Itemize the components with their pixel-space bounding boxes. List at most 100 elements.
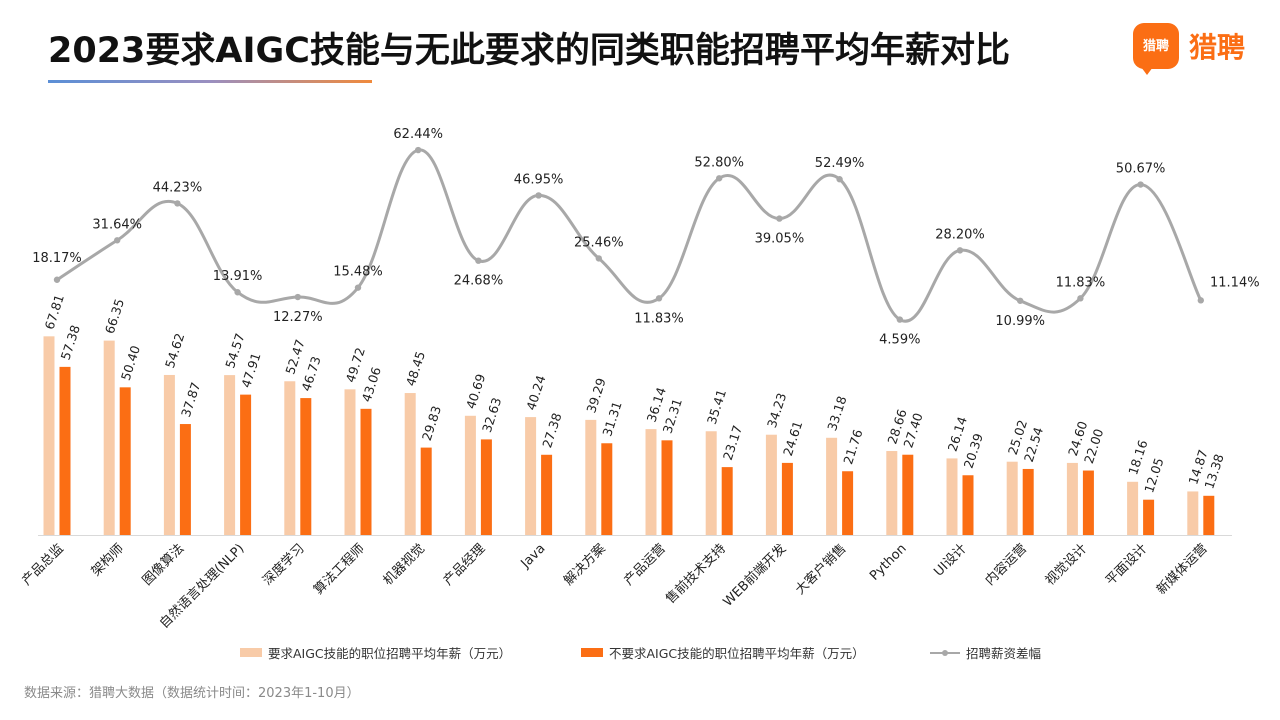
bar-non-aigc-8 bbox=[541, 454, 553, 535]
gap-point-18 bbox=[1137, 181, 1144, 188]
category-label-8: Java bbox=[518, 541, 549, 572]
title-underline bbox=[48, 80, 372, 83]
label-non-aigc-7: 32.63 bbox=[479, 396, 504, 435]
chart-legend: 要求AIGC技能的职位招聘平均年薪（万元） 不要求AIGC技能的职位招聘平均年薪… bbox=[0, 643, 1280, 663]
bar-non-aigc-17 bbox=[1082, 470, 1094, 535]
gap-point-6 bbox=[415, 146, 422, 154]
category-label-16: 内容运营 bbox=[982, 541, 1030, 589]
gap-line bbox=[56, 148, 1203, 323]
legend-swatch-aigc bbox=[240, 648, 262, 657]
gap-label-11: 52.80% bbox=[694, 155, 744, 170]
category-label-9: 解决方案 bbox=[561, 541, 609, 589]
legend-label-gap: 招聘薪资差幅 bbox=[966, 646, 1042, 661]
gap-point-17 bbox=[1077, 295, 1084, 302]
bar-non-aigc-16 bbox=[1022, 468, 1034, 535]
label-aigc-13: 33.18 bbox=[824, 394, 849, 433]
chart-title: 2023要求AIGC技能与无此要求的同类职能招聘平均年薪对比 bbox=[48, 31, 1010, 71]
label-aigc-0: 67.81 bbox=[42, 293, 67, 332]
bar-aigc-4 bbox=[284, 381, 296, 535]
bar-non-aigc-19 bbox=[1203, 495, 1215, 535]
gap-label-9: 25.46% bbox=[574, 235, 624, 250]
bar-aigc-10 bbox=[645, 429, 657, 535]
label-non-aigc-15: 20.39 bbox=[961, 431, 986, 470]
bar-non-aigc-7 bbox=[480, 439, 492, 535]
label-aigc-5: 49.72 bbox=[343, 346, 368, 385]
gap-point-0 bbox=[53, 276, 61, 283]
bar-aigc-16 bbox=[1006, 461, 1018, 535]
label-non-aigc-8: 27.38 bbox=[539, 411, 564, 450]
bar-non-aigc-13 bbox=[842, 471, 854, 535]
gap-point-19 bbox=[1197, 297, 1205, 304]
gap-label-0: 18.17% bbox=[32, 251, 82, 266]
line-layer: 18.17% 31.64% 44.23% 13.91% 12.27% 15.48% 62.4… bbox=[32, 127, 1259, 348]
bar-aigc-0 bbox=[43, 336, 55, 535]
legend-label-non-aigc: 不要求AIGC技能的职位招聘平均年薪（万元） bbox=[609, 646, 865, 661]
bar-non-aigc-15 bbox=[962, 475, 974, 535]
legend-item-gap: 招聘薪资差幅 bbox=[930, 643, 1041, 662]
label-non-aigc-6: 29.83 bbox=[419, 404, 444, 443]
gap-point-13 bbox=[836, 176, 843, 183]
bar-aigc-15 bbox=[946, 458, 958, 535]
gap-label-16: 10.99% bbox=[995, 314, 1045, 329]
gap-label-19: 11.14% bbox=[1210, 275, 1260, 290]
legend-label-aigc: 要求AIGC技能的职位招聘平均年薪（万元） bbox=[268, 646, 512, 661]
category-label-10: 产品运营 bbox=[621, 541, 668, 588]
label-aigc-6: 48.45 bbox=[403, 349, 428, 388]
bar-non-aigc-0 bbox=[59, 366, 71, 535]
gap-label-6: 62.44% bbox=[393, 127, 443, 142]
category-label-14: Python bbox=[867, 541, 909, 583]
bar-aigc-7 bbox=[464, 415, 476, 535]
gap-label-1: 31.64% bbox=[92, 217, 142, 232]
bar-non-aigc-6 bbox=[420, 447, 432, 535]
gap-point-2 bbox=[174, 200, 181, 207]
bar-aigc-2 bbox=[163, 374, 175, 535]
category-label-19: 新媒体运营 bbox=[1153, 541, 1210, 598]
bar-non-aigc-12 bbox=[781, 462, 793, 535]
logo-badge-text: 猎聘 bbox=[1142, 38, 1169, 54]
bar-non-aigc-18 bbox=[1143, 499, 1155, 535]
label-aigc-3: 54.57 bbox=[222, 331, 247, 370]
label-non-aigc-0: 57.38 bbox=[58, 323, 83, 362]
gap-point-3 bbox=[234, 289, 241, 296]
gap-point-7 bbox=[475, 257, 482, 264]
gap-point-5 bbox=[354, 284, 362, 291]
bar-non-aigc-3 bbox=[240, 394, 252, 535]
gap-label-5: 15.48% bbox=[333, 265, 383, 280]
bar-aigc-19 bbox=[1187, 491, 1199, 535]
bar-aigc-11 bbox=[705, 431, 717, 535]
label-aigc-2: 54.62 bbox=[162, 331, 187, 370]
label-non-aigc-9: 31.31 bbox=[599, 400, 624, 439]
bar-aigc-12 bbox=[765, 434, 777, 535]
category-label-12: WEB前端开发 bbox=[720, 541, 789, 610]
liepin-logo: 猎聘 猎聘 bbox=[1133, 22, 1245, 75]
bar-aigc-6 bbox=[404, 393, 416, 535]
category-label-18: 平面设计 bbox=[1103, 541, 1150, 588]
bar-non-aigc-1 bbox=[119, 387, 131, 535]
category-label-5: 算法工程师 bbox=[311, 541, 368, 598]
bar-aigc-13 bbox=[826, 437, 838, 535]
category-label-1: 架构师 bbox=[89, 541, 127, 579]
gap-label-15: 28.20% bbox=[935, 227, 985, 242]
label-non-aigc-13: 21.76 bbox=[840, 427, 865, 466]
legend-item-aigc: 要求AIGC技能的职位招聘平均年薪（万元） bbox=[240, 643, 511, 662]
gap-point-14 bbox=[896, 316, 903, 323]
category-label-7: 产品经理 bbox=[441, 541, 488, 588]
label-aigc-11: 35.41 bbox=[704, 387, 729, 426]
label-aigc-9: 39.29 bbox=[583, 376, 608, 415]
gap-label-14: 4.59% bbox=[879, 333, 920, 348]
gap-label-2: 44.23% bbox=[153, 180, 203, 195]
gap-point-12 bbox=[776, 215, 783, 222]
gap-label-13: 52.49% bbox=[815, 156, 865, 171]
bar-non-aigc-4 bbox=[300, 398, 312, 535]
label-aigc-7: 40.69 bbox=[463, 372, 488, 411]
category-label-15: UI设计 bbox=[931, 541, 969, 579]
gap-label-10: 11.83% bbox=[634, 311, 684, 326]
label-non-aigc-18: 12.05 bbox=[1141, 456, 1166, 495]
label-non-aigc-12: 24.61 bbox=[780, 419, 805, 458]
gap-label-17: 11.83% bbox=[1056, 275, 1106, 290]
legend-item-non-aigc: 不要求AIGC技能的职位招聘平均年薪（万元） bbox=[581, 643, 865, 662]
gap-point-8 bbox=[535, 192, 542, 199]
category-label-6: 机器视觉 bbox=[381, 541, 428, 588]
